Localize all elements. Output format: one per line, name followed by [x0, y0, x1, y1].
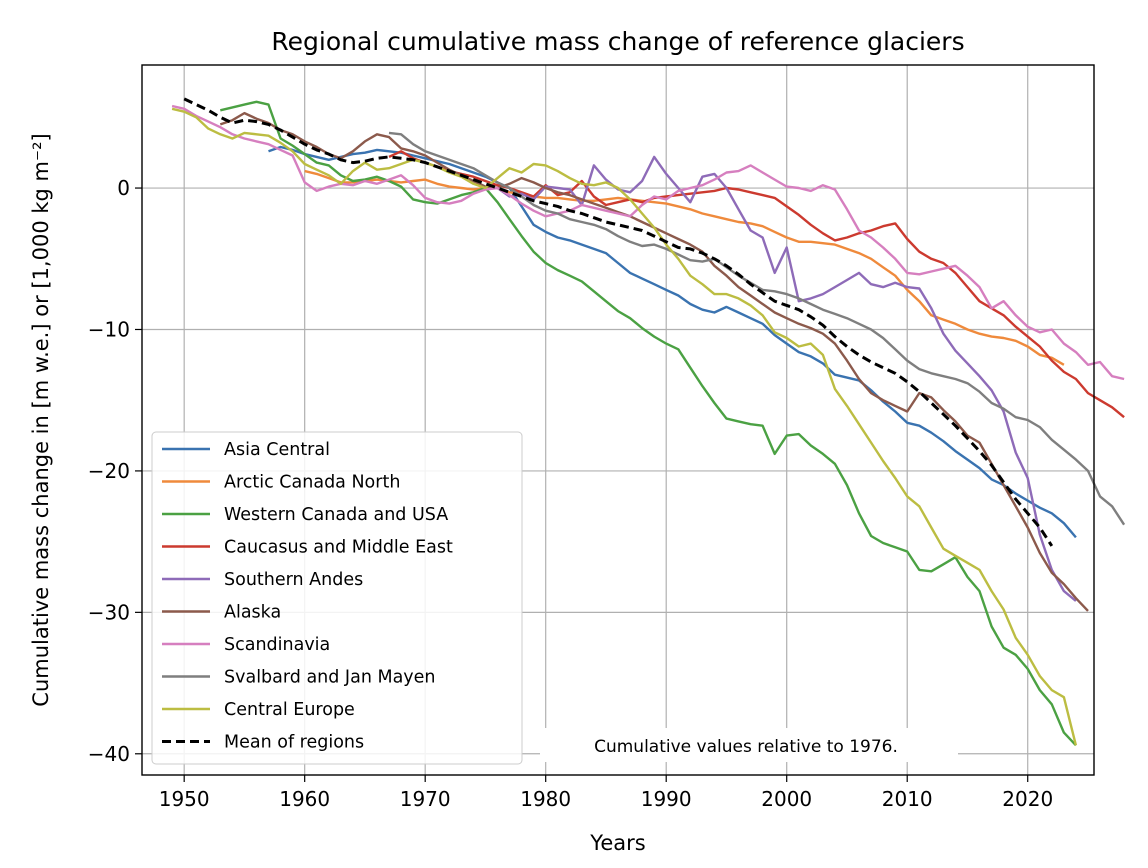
y-tick-label: 0: [117, 176, 130, 200]
y-tick-label: −20: [88, 459, 130, 483]
chart-title: Regional cumulative mass change of refer…: [271, 27, 964, 56]
legend-label-arctic-canada-north: Arctic Canada North: [224, 473, 400, 493]
legend-label-asia-central: Asia Central: [224, 440, 330, 460]
legend-box: [151, 431, 523, 765]
series-line-western-canada-and-usa: [220, 100, 1077, 747]
legend-label-mean-of-regions: Mean of regions: [224, 733, 364, 753]
x-tick-label: 1970: [400, 787, 451, 811]
series-line-scandinavia: [171, 104, 1125, 381]
x-tick-label: 2010: [882, 787, 933, 811]
grid-lines: [142, 65, 1094, 775]
x-tick-label: 1960: [279, 787, 330, 811]
legend-label-western-canada-and-usa: Western Canada and USA: [224, 505, 448, 525]
legend: Asia Central Arctic Canada North Western C…: [151, 431, 523, 765]
legend-label-caucasus-and-middle-east: Caucasus and Middle East: [224, 538, 453, 558]
y-axis-label: Cumulative mass change in [m w.e.] or [1…: [29, 133, 53, 706]
x-tick-label: 2000: [761, 787, 812, 811]
legend-label-scandinavia: Scandinavia: [224, 635, 330, 655]
series-lines: [171, 97, 1126, 747]
x-axis-label: Years: [589, 831, 645, 855]
series-line-svalbard-and-jan-mayen: [388, 131, 1126, 526]
x-tick-label: 1950: [159, 787, 210, 811]
annotation-background: [540, 728, 958, 762]
series-line-central-europe: [171, 107, 1078, 746]
axis-ticks: 1950 1960 1970 1980 1990 2000 2010 2020 0 −10 −20 −…: [88, 176, 1053, 811]
y-tick-label: −40: [88, 742, 130, 766]
legend-label-svalbard-and-jan-mayen: Svalbard and Jan Mayen: [224, 668, 436, 688]
x-tick-label: 1980: [520, 787, 571, 811]
annotation-note: Cumulative values relative to 1976.: [594, 737, 898, 757]
series-line-arctic-canada-north: [304, 169, 1065, 366]
x-tick-label: 1990: [641, 787, 692, 811]
plot-frame: [141, 64, 1095, 776]
legend-label-southern-andes: Southern Andes: [224, 570, 363, 590]
y-tick-label: −30: [88, 600, 130, 624]
legend-label-alaska: Alaska: [224, 603, 281, 623]
y-tick-label: −10: [88, 317, 130, 341]
series-line-mean-of-regions: [183, 97, 1054, 547]
x-tick-label: 2020: [1002, 787, 1053, 811]
legend-label-central-europe: Central Europe: [224, 700, 355, 720]
series-line-southern-andes: [496, 155, 1077, 602]
